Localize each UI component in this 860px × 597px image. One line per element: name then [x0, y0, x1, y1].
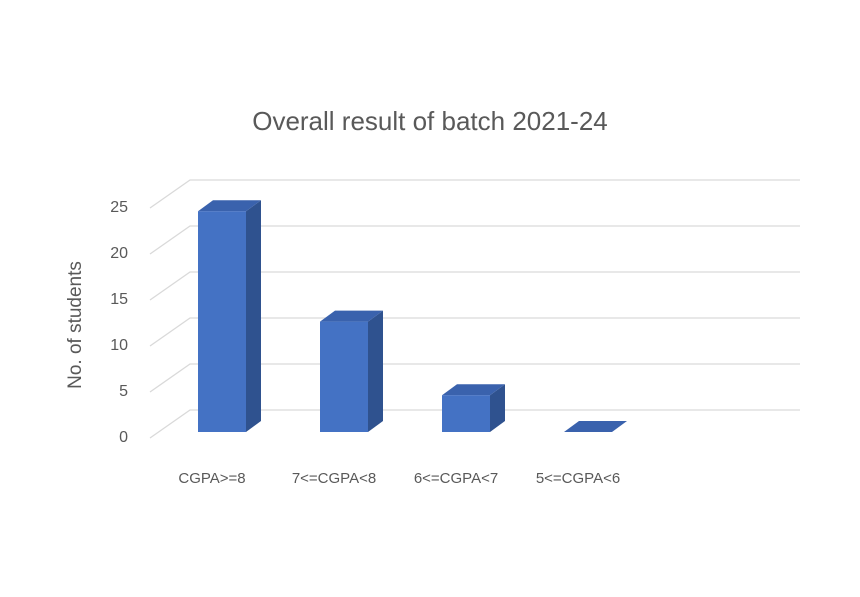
y-tick-label: 25 — [110, 199, 128, 216]
y-tick-label: 20 — [110, 245, 128, 262]
chart-title: Overall result of batch 2021-24 — [252, 106, 608, 136]
grid-line — [149, 179, 800, 209]
grid-line — [149, 363, 800, 393]
bar — [198, 200, 261, 432]
bar-front — [320, 321, 368, 432]
y-tick-label: 10 — [110, 337, 128, 354]
bar — [442, 384, 505, 432]
y-tick-label: 15 — [110, 291, 128, 308]
bar-top — [198, 200, 261, 212]
bar-top — [564, 421, 627, 432]
bar-top — [442, 384, 505, 396]
x-tick-label: 5<=CGPA<6 — [536, 470, 620, 487]
y-tick-label: 5 — [119, 383, 128, 400]
bar-side — [368, 310, 383, 432]
y-tick-label: 0 — [119, 429, 128, 446]
grid-line — [149, 271, 800, 301]
bar-front — [198, 211, 246, 432]
bar-top — [320, 310, 383, 322]
x-tick-label: 7<=CGPA<8 — [292, 470, 376, 487]
bar-front — [442, 395, 490, 432]
grid-line — [149, 225, 800, 255]
bar-side — [490, 384, 505, 432]
y-axis-label: No. of students — [65, 261, 86, 389]
x-tick-label: CGPA>=8 — [178, 470, 245, 487]
bar — [320, 310, 383, 432]
bar — [564, 421, 627, 432]
grid-line — [149, 409, 800, 439]
grid-line — [149, 317, 800, 347]
bar-side — [246, 200, 261, 432]
x-tick-label: 6<=CGPA<7 — [414, 470, 498, 487]
